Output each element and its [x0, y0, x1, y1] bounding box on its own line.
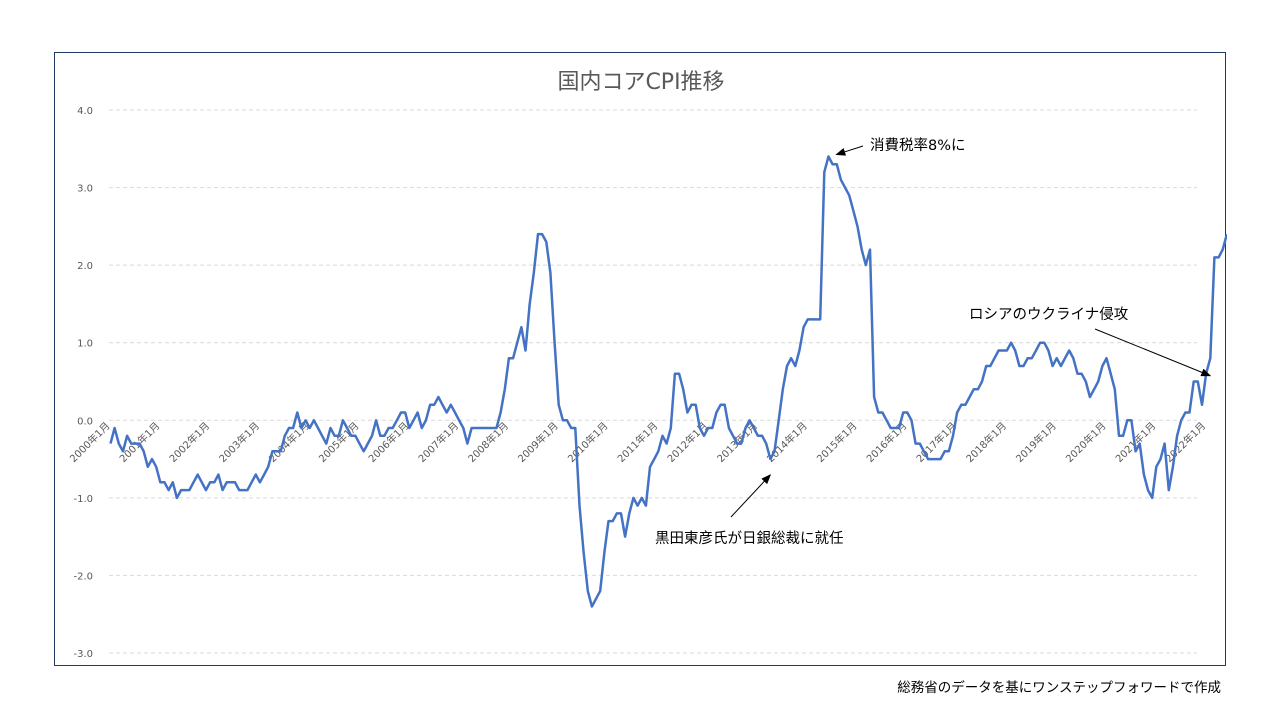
x-tick-label: 2006年1月 — [366, 419, 412, 465]
x-tick-label: 2003年1月 — [216, 419, 262, 465]
y-tick-label: 4.0 — [77, 106, 93, 117]
chart-title: 国内コアCPI推移 — [557, 70, 724, 95]
y-tick-label: 3.0 — [77, 184, 93, 195]
x-tick-label: 2005年1月 — [316, 419, 362, 465]
annotation-arrow — [835, 145, 864, 156]
annotation-arrow — [1094, 328, 1212, 377]
y-tick-label: -2.0 — [73, 571, 93, 582]
cpi-series-line — [109, 155, 1227, 608]
x-tick-label: 2002年1月 — [166, 419, 212, 465]
source-note: 総務省のデータを基にワンステップフォワードで作成 — [897, 680, 1221, 696]
annotation-label: 黒田東彦氏が日銀総裁に就任 — [655, 530, 844, 547]
x-tick-label: 2019年1月 — [1013, 419, 1059, 465]
x-tick-label: 2015年1月 — [814, 419, 860, 465]
annotation-label: 消費税率8%に — [870, 137, 966, 154]
x-tick-label: 2009年1月 — [515, 419, 561, 465]
chart-frame: 国内コアCPI推移 4.0 3.0 2.0 1.0 0.0 -1.0 -2.0 -3.0 20… — [54, 52, 1227, 666]
series-layer — [109, 155, 1227, 608]
y-tick-label: -1.0 — [73, 494, 93, 505]
x-tick-label: 2008年1月 — [465, 419, 511, 465]
annotation-arrow — [730, 474, 772, 518]
y-tick-label: 2.0 — [77, 261, 93, 272]
x-tick-label: 2020年1月 — [1063, 419, 1109, 465]
x-tick-label: 2016年1月 — [864, 419, 910, 465]
y-axis-ticks: 4.0 3.0 2.0 1.0 0.0 -1.0 -2.0 -3.0 — [73, 106, 93, 660]
y-tick-label: 0.0 — [77, 416, 93, 427]
x-axis-ticks: 2000年1月 2001年1月 2002年1月 2003年1月 2004年1月 2005年… — [67, 419, 1208, 465]
y-tick-label: -3.0 — [73, 649, 93, 660]
x-tick-label: 2018年1月 — [963, 419, 1009, 465]
x-tick-label: 2022年1月 — [1162, 419, 1208, 465]
x-tick-label: 2010年1月 — [565, 419, 611, 465]
annotation-label: ロシアのウクライナ侵攻 — [969, 306, 1129, 323]
y-tick-label: 1.0 — [77, 339, 93, 350]
gridlines — [109, 109, 1197, 654]
x-tick-label: 2001年1月 — [117, 419, 163, 465]
x-tick-label: 2004年1月 — [266, 419, 312, 465]
line-chart: 国内コアCPI推移 4.0 3.0 2.0 1.0 0.0 -1.0 -2.0 -3.0 20… — [67, 70, 1227, 660]
